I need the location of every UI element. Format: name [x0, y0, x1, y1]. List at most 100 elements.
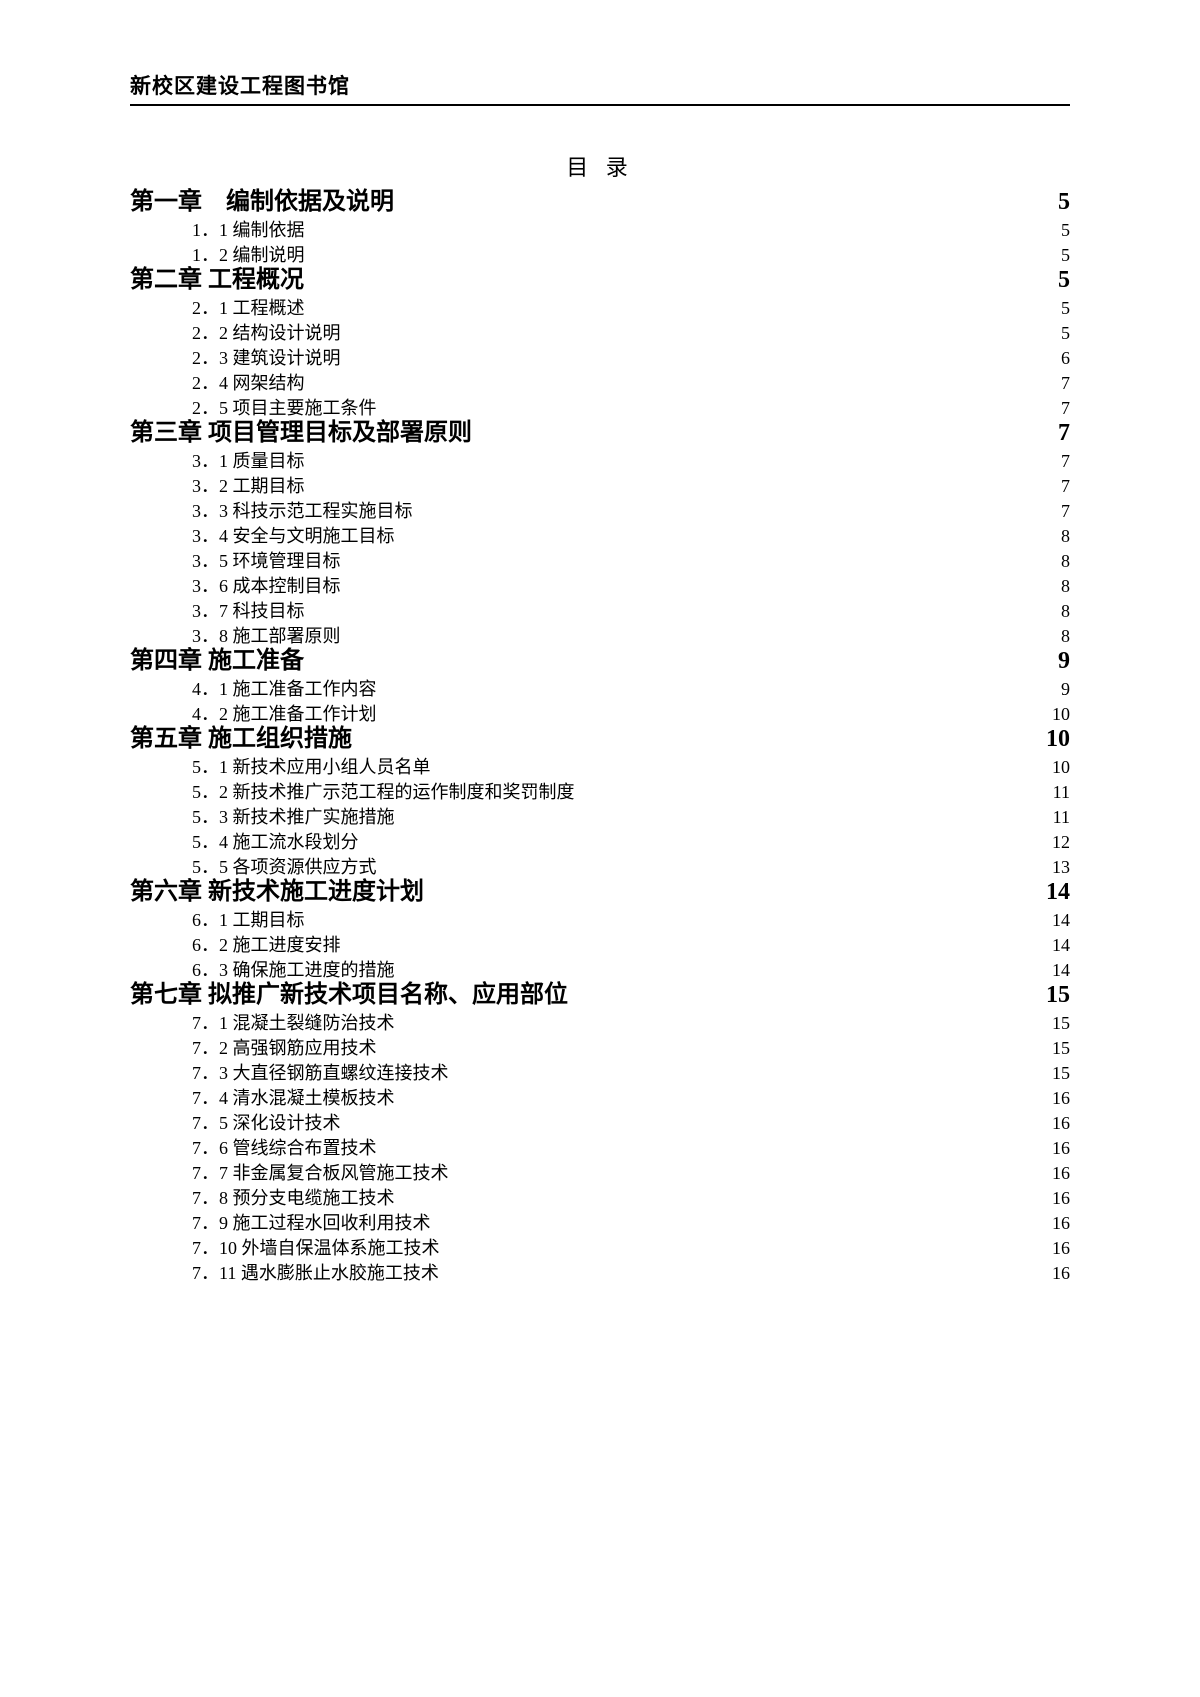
toc-sub-row: 2．3 建筑设计说明 6	[130, 349, 1070, 367]
toc-chapter-page: 7	[1058, 421, 1070, 445]
toc-chapter-row: 第五章 施工组织措施10	[130, 727, 1070, 751]
toc-sub-row: 1．1 编制依据 5	[130, 221, 1070, 239]
toc-sub-row: 7．7 非金属复合板风管施工技术16	[130, 1164, 1070, 1182]
toc-chapter-row: 第二章 工程概况 5	[130, 268, 1070, 292]
toc-sub-page: 5	[1061, 221, 1070, 239]
toc-sub-label: 6．1 工期目标	[192, 911, 305, 929]
toc-chapter-row: 第一章 编制依据及说明 5	[130, 190, 1070, 214]
toc-sub-row: 6．1 工期目标 14	[130, 911, 1070, 929]
toc-sub-label: 7．3 大直径钢筋直螺纹连接技术	[192, 1064, 449, 1082]
toc-sub-page: 16	[1052, 1214, 1070, 1232]
toc-sub-page: 5	[1061, 246, 1070, 264]
toc-sub-row: 3．7 科技目标8	[130, 602, 1070, 620]
toc-sub-label: 7．4 清水混凝土模板技术	[192, 1089, 395, 1107]
toc-sub-page: 14	[1052, 961, 1070, 979]
toc-sub-row: 6．3 确保施工进度的措施 14	[130, 961, 1070, 979]
toc-sub-row: 1．2 编制说明5	[130, 246, 1070, 264]
toc-sub-row: 2．2 结构设计说明 5	[130, 324, 1070, 342]
table-of-contents: 第一章 编制依据及说明51．1 编制依据51．2 编制说明5第二章 工程概况52…	[130, 190, 1070, 1282]
toc-sub-row: 3．8 施工部署原则 8	[130, 627, 1070, 645]
toc-sub-page: 11	[1053, 783, 1070, 801]
toc-sub-label: 6．2 施工进度安排	[192, 936, 341, 954]
toc-sub-page: 7	[1061, 477, 1070, 495]
toc-sub-label: 4．1 施工准备工作内容	[192, 680, 377, 698]
toc-sub-label: 2．2 结构设计说明	[192, 324, 341, 342]
toc-sub-label: 7．9 施工过程水回收利用技术	[192, 1214, 431, 1232]
toc-sub-row: 5．4 施工流水段划分12	[130, 833, 1070, 851]
toc-sub-page: 7	[1061, 502, 1070, 520]
toc-sub-page: 7	[1061, 399, 1070, 417]
toc-sub-row: 7．5 深化设计技术 16	[130, 1114, 1070, 1132]
document-header: 新校区建设工程图书馆	[130, 70, 1070, 100]
toc-sub-page: 15	[1052, 1064, 1070, 1082]
toc-sub-label: 3．3 科技示范工程实施目标	[192, 502, 413, 520]
toc-chapter-page: 14	[1046, 880, 1070, 904]
toc-sub-page: 12	[1052, 833, 1070, 851]
toc-chapter-label: 第一章 编制依据及说明	[130, 190, 394, 214]
toc-sub-label: 7．1 混凝土裂缝防治技术	[192, 1014, 395, 1032]
toc-sub-row: 5．5 各项资源供应方式 13	[130, 858, 1070, 876]
toc-sub-page: 8	[1061, 627, 1070, 645]
toc-sub-row: 3．5 环境管理目标 8	[130, 552, 1070, 570]
toc-sub-page: 10	[1052, 758, 1070, 776]
toc-chapter-page: 5	[1058, 268, 1070, 292]
toc-sub-page: 16	[1052, 1189, 1070, 1207]
toc-sub-label: 3．5 环境管理目标	[192, 552, 341, 570]
toc-sub-page: 8	[1061, 577, 1070, 595]
toc-sub-page: 14	[1052, 911, 1070, 929]
toc-sub-page: 16	[1052, 1114, 1070, 1132]
toc-sub-row: 4．1 施工准备工作内容 9	[130, 680, 1070, 698]
toc-sub-row: 2．4 网架结构7	[130, 374, 1070, 392]
toc-sub-row: 7．1 混凝土裂缝防治技术 15	[130, 1014, 1070, 1032]
toc-sub-label: 7．10 外墙自保温体系施工技术	[192, 1239, 440, 1257]
toc-sub-label: 2．1 工程概述	[192, 299, 305, 317]
toc-sub-row: 2．5 项目主要施工条件 7	[130, 399, 1070, 417]
toc-sub-page: 15	[1052, 1014, 1070, 1032]
toc-sub-label: 3．8 施工部署原则	[192, 627, 341, 645]
toc-sub-page: 5	[1061, 324, 1070, 342]
toc-sub-label: 7．7 非金属复合板风管施工技术	[192, 1164, 449, 1182]
toc-sub-page: 15	[1052, 1039, 1070, 1057]
toc-chapter-page: 9	[1058, 649, 1070, 673]
toc-sub-label: 6．3 确保施工进度的措施	[192, 961, 395, 979]
toc-sub-label: 2．3 建筑设计说明	[192, 349, 341, 367]
toc-sub-page: 13	[1052, 858, 1070, 876]
toc-chapter-row: 第四章 施工准备9	[130, 649, 1070, 673]
toc-sub-page: 16	[1052, 1139, 1070, 1157]
toc-sub-page: 5	[1061, 299, 1070, 317]
toc-sub-label: 7．8 预分支电缆施工技术	[192, 1189, 395, 1207]
toc-sub-row: 7．2 高强钢筋应用技术 15	[130, 1039, 1070, 1057]
toc-sub-label: 7．6 管线综合布置技术	[192, 1139, 377, 1157]
toc-sub-row: 7．9 施工过程水回收利用技术 16	[130, 1214, 1070, 1232]
toc-sub-page: 10	[1052, 705, 1070, 723]
toc-sub-label: 5．5 各项资源供应方式	[192, 858, 377, 876]
toc-sub-label: 1．1 编制依据	[192, 221, 305, 239]
toc-sub-row: 6．2 施工进度安排14	[130, 936, 1070, 954]
toc-sub-label: 2．5 项目主要施工条件	[192, 399, 377, 417]
toc-sub-row: 3．3 科技示范工程实施目标 7	[130, 502, 1070, 520]
toc-chapter-page: 15	[1046, 983, 1070, 1007]
toc-sub-page: 8	[1061, 552, 1070, 570]
toc-sub-row: 7．10 外墙自保温体系施工技术16	[130, 1239, 1070, 1257]
toc-sub-label: 2．4 网架结构	[192, 374, 305, 392]
toc-sub-page: 6	[1061, 349, 1070, 367]
toc-sub-page: 8	[1061, 602, 1070, 620]
toc-sub-page: 11	[1053, 808, 1070, 826]
toc-sub-row: 2．1 工程概述 5	[130, 299, 1070, 317]
toc-sub-row: 7．3 大直径钢筋直螺纹连接技术 15	[130, 1064, 1070, 1082]
toc-sub-page: 9	[1061, 680, 1070, 698]
toc-sub-row: 3．1 质量目标7	[130, 452, 1070, 470]
toc-chapter-label: 第六章 新技术施工进度计划	[130, 880, 424, 904]
toc-chapter-label: 第二章 工程概况	[130, 268, 304, 292]
toc-sub-page: 8	[1061, 527, 1070, 545]
toc-chapter-label: 第七章 拟推广新技术项目名称、应用部位	[130, 983, 568, 1007]
toc-chapter-page: 5	[1058, 190, 1070, 214]
toc-sub-row: 5．2 新技术推广示范工程的运作制度和奖罚制度11	[130, 783, 1070, 801]
toc-sub-row: 7．8 预分支电缆施工技术 16	[130, 1189, 1070, 1207]
toc-sub-label: 7．5 深化设计技术	[192, 1114, 341, 1132]
toc-sub-label: 7．2 高强钢筋应用技术	[192, 1039, 377, 1057]
toc-chapter-row: 第三章 项目管理目标及部署原则7	[130, 421, 1070, 445]
toc-sub-row: 3．4 安全与文明施工目标8	[130, 527, 1070, 545]
toc-sub-label: 3．1 质量目标	[192, 452, 305, 470]
toc-sub-label: 4．2 施工准备工作计划	[192, 705, 377, 723]
